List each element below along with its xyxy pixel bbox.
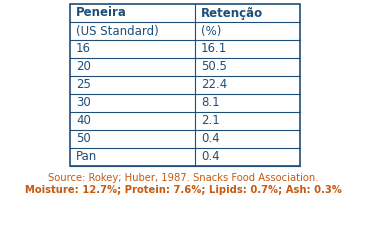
Text: 0.4: 0.4 — [201, 151, 219, 163]
Text: 16: 16 — [76, 42, 91, 55]
Text: 16.1: 16.1 — [201, 42, 227, 55]
Text: Retenção: Retenção — [201, 7, 263, 20]
Text: 22.4: 22.4 — [201, 79, 227, 91]
Text: Pan: Pan — [76, 151, 97, 163]
Text: Source: Rokey; Huber, 1987. Snacks Food Association.: Source: Rokey; Huber, 1987. Snacks Food … — [48, 173, 318, 183]
Text: 40: 40 — [76, 114, 91, 128]
Text: Peneira: Peneira — [76, 7, 127, 20]
Text: 2.1: 2.1 — [201, 114, 220, 128]
Text: 30: 30 — [76, 96, 91, 109]
Text: (US Standard): (US Standard) — [76, 25, 159, 37]
Text: Moisture: 12.7%; Protein: 7.6%; Lipids: 0.7%; Ash: 0.3%: Moisture: 12.7%; Protein: 7.6%; Lipids: … — [25, 185, 341, 195]
Text: 20: 20 — [76, 61, 91, 74]
Text: 8.1: 8.1 — [201, 96, 219, 109]
Text: 25: 25 — [76, 79, 91, 91]
Text: 50.5: 50.5 — [201, 61, 227, 74]
Bar — [70, 4, 300, 166]
Text: 0.4: 0.4 — [201, 133, 219, 146]
Text: 50: 50 — [76, 133, 91, 146]
Text: (%): (%) — [201, 25, 221, 37]
